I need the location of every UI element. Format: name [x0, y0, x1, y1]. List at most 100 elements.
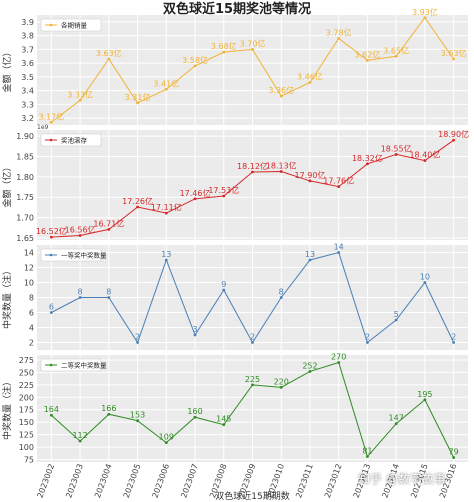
- data-label: 195: [417, 390, 432, 399]
- y-tick-label: 1.75: [16, 193, 34, 202]
- legend-marker: [49, 23, 53, 27]
- data-point: [251, 47, 254, 51]
- y-tick-label: 1.85: [16, 152, 34, 161]
- data-label: 112: [72, 431, 87, 440]
- data-point: [452, 456, 456, 459]
- data-label: 153: [130, 411, 145, 420]
- x-axis-label: 双色球近15期期数: [215, 490, 289, 502]
- data-label: 2: [451, 333, 456, 342]
- data-point: [279, 385, 283, 389]
- legend-marker: [49, 253, 53, 257]
- data-point: [308, 258, 312, 262]
- data-point: [49, 120, 53, 124]
- data-label: 10: [420, 273, 430, 282]
- data-label: 79: [449, 448, 459, 457]
- data-point: [452, 138, 456, 142]
- data-label: 17.26亿: [122, 196, 153, 206]
- y-tick-label: 3.6: [21, 59, 34, 68]
- data-point: [366, 58, 369, 62]
- data-label: 8: [279, 288, 284, 297]
- data-point: [366, 455, 369, 458]
- y-tick-label: 1.80: [16, 173, 34, 182]
- data-label: 13: [305, 250, 315, 259]
- data-label: 18.40亿: [409, 150, 440, 160]
- data-point: [337, 251, 341, 254]
- data-point: [394, 422, 398, 426]
- panel-2: 1.651.701.751.801.851.901e9金额（亿）16.52亿16…: [1, 124, 469, 243]
- y-tick-label: 3.3: [21, 100, 34, 109]
- y-tick-label: 10: [24, 279, 34, 288]
- data-point: [222, 50, 226, 54]
- data-point: [308, 80, 312, 84]
- data-point: [164, 258, 168, 262]
- data-point: [78, 296, 82, 299]
- data-label: 160: [187, 407, 202, 416]
- legend-label: 二等奖中奖数量: [61, 361, 107, 370]
- data-label: 18.90亿: [438, 129, 469, 139]
- data-label: 9: [221, 280, 226, 289]
- data-point: [136, 205, 139, 209]
- data-point: [107, 57, 111, 61]
- data-label: 3.41亿: [153, 78, 179, 88]
- data-point: [49, 413, 53, 417]
- data-label: 3.62亿: [355, 49, 381, 59]
- data-label: 6: [49, 303, 54, 312]
- data-label: 3.31亿: [125, 92, 151, 102]
- y-tick-label: 6: [29, 309, 34, 318]
- data-label: 5: [394, 310, 399, 319]
- data-label: 16.52亿: [36, 226, 67, 236]
- data-point: [78, 439, 82, 443]
- x-tick-label: 2023006: [151, 463, 172, 500]
- data-label: 16.71亿: [93, 218, 124, 228]
- data-point: [337, 361, 341, 364]
- chart-title: 双色球近15期奖池等情况: [162, 2, 312, 17]
- data-label: 8: [78, 288, 83, 297]
- data-point: [423, 398, 427, 402]
- data-point: [222, 423, 226, 427]
- data-label: 3.63亿: [441, 48, 467, 58]
- data-point: [78, 234, 82, 237]
- y-tick-label: 3.5: [21, 73, 34, 82]
- data-label: 3.46亿: [297, 71, 323, 81]
- data-point: [423, 159, 427, 162]
- data-label: 17.90亿: [295, 170, 326, 180]
- x-tick-label: 2023012: [323, 463, 344, 500]
- legend-label: 各期销量: [61, 21, 88, 30]
- data-label: 18.55亿: [381, 143, 412, 153]
- data-point: [279, 170, 283, 173]
- legend-box: [40, 358, 102, 372]
- y-axis-label: 中奖数量（注）: [1, 377, 13, 440]
- data-point: [107, 412, 111, 416]
- data-point: [164, 441, 168, 444]
- y-tick-label: 14: [24, 249, 34, 258]
- y-tick-label: 125: [19, 431, 34, 440]
- panel-4: 75 100 125 150 175 200 225 250 275 中奖数量（注） 164 112 1…: [1, 352, 468, 465]
- data-point: [193, 64, 197, 68]
- data-label: 145: [216, 415, 231, 424]
- x-tick-label: 2023002: [36, 463, 57, 500]
- y-tick-label: 8: [29, 294, 34, 303]
- data-point: [251, 383, 254, 387]
- data-point: [394, 54, 398, 58]
- data-label: 2: [135, 333, 140, 342]
- legend-marker: [49, 138, 53, 142]
- y-tick-label: 3.7: [21, 45, 34, 54]
- legend-label: 奖池滚存: [61, 136, 88, 145]
- data-point: [366, 162, 369, 166]
- data-label: 252: [302, 361, 317, 370]
- data-label: 3.58亿: [182, 55, 208, 65]
- x-tick-label: 2023007: [179, 463, 200, 500]
- x-tick-label: 2023003: [64, 463, 85, 500]
- legend-label: 一等奖中奖数量: [61, 251, 107, 260]
- x-tick-label: 2023004: [93, 463, 114, 500]
- data-point: [308, 370, 312, 373]
- data-label: 8: [106, 288, 111, 297]
- legend-box: [40, 18, 102, 32]
- data-label: 3.78亿: [326, 27, 352, 37]
- data-point: [136, 341, 139, 344]
- data-label: 17.53亿: [208, 185, 239, 195]
- data-label: 220: [274, 377, 289, 386]
- data-point: [394, 153, 398, 156]
- data-label: 147: [389, 414, 404, 423]
